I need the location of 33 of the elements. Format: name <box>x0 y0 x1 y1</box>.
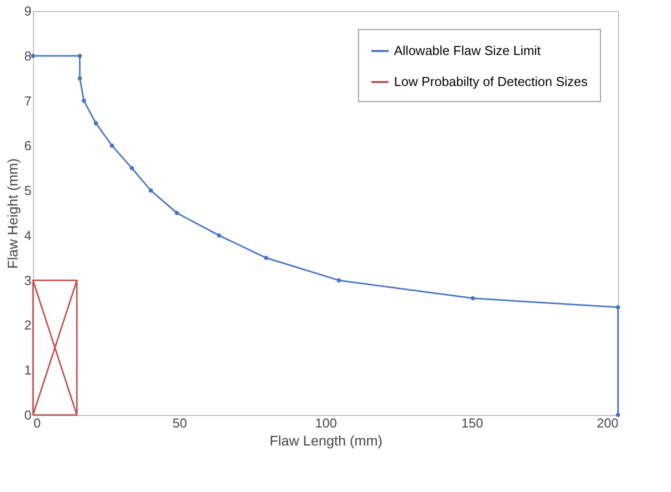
x-tick-label: 100 <box>315 416 337 430</box>
legend-label: Allowable Flaw Size Limit <box>394 43 542 58</box>
x-axis-title: Flaw Length (mm) <box>270 432 382 448</box>
x-tick-label: 200 <box>596 416 618 430</box>
y-tick-label: 2 <box>24 318 32 333</box>
point <box>30 54 36 58</box>
point <box>470 296 476 300</box>
point <box>78 54 82 58</box>
y-tick-label: 4 <box>24 228 32 243</box>
y-tick-label: 6 <box>24 138 32 154</box>
legend-label: Low Probabilty of Detection Sizes <box>394 74 588 89</box>
y-tick-label: 5 <box>24 183 32 198</box>
point <box>336 278 342 282</box>
y-tick-label: 8 <box>24 48 32 64</box>
point <box>148 188 153 193</box>
x-tick-label: 50 <box>172 416 187 430</box>
x-tick-label: 0 <box>34 416 41 430</box>
x-tick-label: 150 <box>461 416 484 430</box>
point <box>78 76 82 80</box>
point <box>216 233 222 238</box>
y-tick-label: 9 <box>24 4 32 18</box>
point <box>82 98 86 103</box>
point <box>616 412 620 418</box>
point <box>130 166 134 170</box>
y-tick-label: 7 <box>24 93 32 108</box>
point <box>94 121 98 126</box>
point <box>264 256 268 260</box>
y-tick-label: 3 <box>24 272 32 288</box>
point <box>110 144 114 148</box>
point <box>174 210 180 216</box>
y-tick-label: 1 <box>24 362 32 378</box>
point <box>616 305 620 310</box>
y-axis-title: Flaw Height (mm) <box>4 158 20 269</box>
